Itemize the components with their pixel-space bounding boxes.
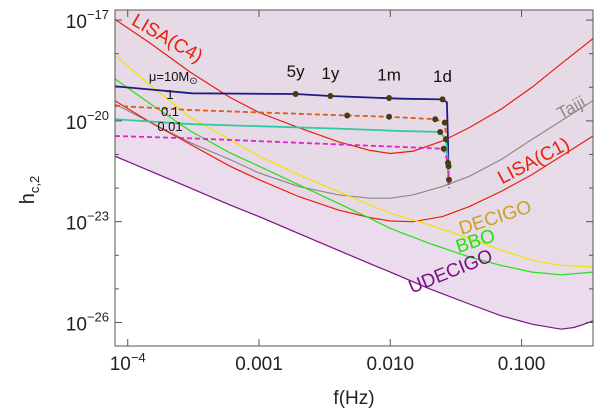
time-marker: [437, 129, 444, 135]
series-label: 0.1: [161, 104, 179, 119]
x-tick-label: 0.010: [367, 354, 415, 375]
x-tick-label: 0.001: [235, 354, 283, 375]
x-tick-label: 10−4: [110, 350, 146, 375]
time-label-5y: 5y: [287, 62, 305, 81]
time-marker: [445, 163, 452, 170]
y-tick-label: 10−23: [66, 209, 109, 235]
series-label: 1: [166, 87, 173, 102]
time-label-1d: 1d: [433, 67, 452, 86]
track-10m: [115, 85, 450, 185]
time-marker: [439, 96, 446, 103]
x-axis-label: f(Hz): [333, 388, 374, 409]
time-markers: [292, 91, 452, 183]
curve-lisa-c1: [115, 100, 593, 223]
time-marker: [292, 91, 299, 97]
sensitivity-fills: [115, 10, 593, 330]
series-label-mu: μ=10M⊙: [149, 69, 198, 87]
track-0-01: [115, 135, 450, 189]
y-axis-label: hc,2: [17, 176, 42, 204]
time-marker: [442, 136, 449, 143]
y-tick-label: 10−20: [66, 108, 109, 134]
time-marker: [386, 95, 393, 101]
fill-udecigo: [115, 10, 593, 330]
time-marker: [432, 116, 439, 123]
curve-lisa-c4: [115, 18, 593, 155]
time-marker: [446, 176, 452, 183]
x-tick-label: 0.100: [498, 354, 546, 375]
series-label: 0.01: [157, 119, 182, 134]
time-marker: [441, 119, 448, 126]
time-marker: [344, 112, 351, 119]
curve-taiji: [115, 100, 593, 199]
time-label-1m: 1m: [377, 66, 401, 85]
time-marker: [327, 93, 334, 99]
track-1: [115, 104, 450, 184]
time-label-1y: 1y: [321, 64, 339, 83]
curve-udecigo: [115, 155, 593, 330]
y-tick-label: 10−17: [66, 7, 109, 33]
plot-frame: [114, 9, 594, 347]
time-marker: [386, 113, 393, 120]
y-tick-label: 10−26: [66, 309, 109, 335]
time-marker: [440, 145, 447, 152]
